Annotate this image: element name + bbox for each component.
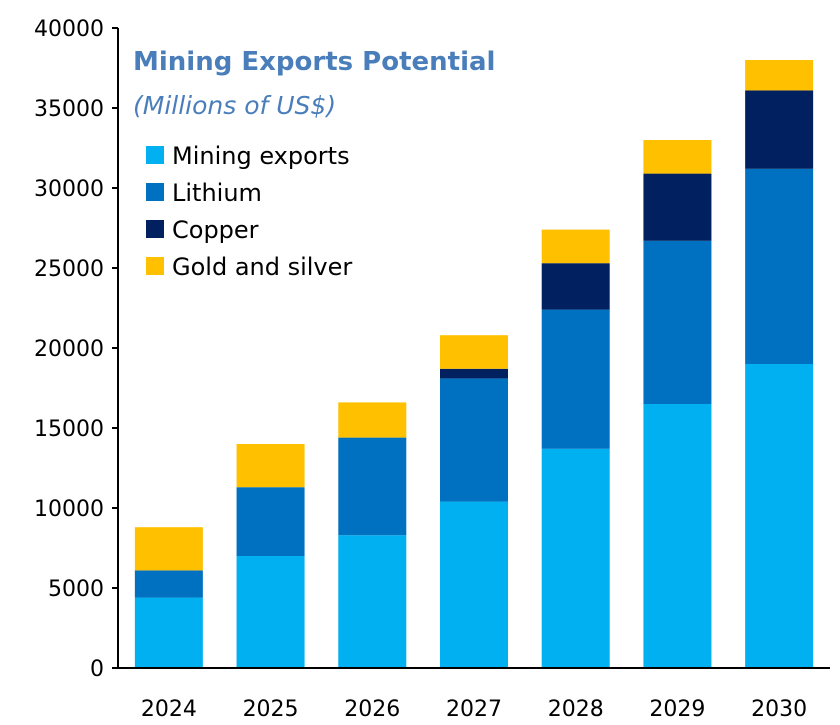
legend-swatch-mining-exports <box>146 146 164 164</box>
y-tick-label: 20000 <box>34 337 104 362</box>
y-tick-labels: 0 5000 10000 15000 20000 25000 30000 35000 40000 <box>34 17 118 682</box>
bar-2029-mining-exports <box>643 404 712 668</box>
x-tick-label: 2026 <box>344 697 400 722</box>
bar-2028-lithium <box>541 309 610 449</box>
bar-2028-gold-and-silver <box>541 229 610 264</box>
bar-2029-gold-and-silver <box>643 140 712 174</box>
y-tick-label: 30000 <box>34 177 104 202</box>
bar-2027-gold-and-silver <box>440 335 508 369</box>
legend-label-gold-and-silver: Gold and silver <box>172 253 352 281</box>
x-tick-labels: 2024 2025 2026 2027 2028 2029 2030 <box>141 697 807 722</box>
bar-2024-mining-exports <box>134 597 203 668</box>
bar-2026-mining-exports <box>338 535 407 668</box>
bars-layer <box>134 60 814 668</box>
legend-swatch-lithium <box>146 183 164 201</box>
y-tick-label: 35000 <box>34 97 104 122</box>
chart-title: Mining Exports Potential <box>133 47 495 77</box>
legend-swatch-copper <box>146 220 164 238</box>
bar-2029-lithium <box>643 240 712 404</box>
bar-2029-copper <box>643 173 712 241</box>
bar-2024-gold-and-silver <box>134 527 203 571</box>
x-tick-label: 2025 <box>243 697 299 722</box>
bar-2025-lithium <box>236 487 305 556</box>
legend-label-mining-exports: Mining exports <box>172 142 350 170</box>
x-tick-label: 2024 <box>141 697 197 722</box>
bar-2028-copper <box>541 263 610 310</box>
bar-2028-mining-exports <box>541 448 610 668</box>
legend-label-copper: Copper <box>172 216 259 244</box>
bar-2030-gold-and-silver <box>745 60 814 91</box>
bar-2030-mining-exports <box>745 364 814 668</box>
y-tick-label: 25000 <box>34 257 104 282</box>
x-tick-label: 2030 <box>751 697 807 722</box>
bar-2030-lithium <box>745 168 814 364</box>
y-tick-label: 40000 <box>34 17 104 42</box>
bar-2027-mining-exports <box>440 501 508 668</box>
bar-2026-gold-and-silver <box>338 402 407 438</box>
legend-swatch-gold-and-silver <box>146 257 164 275</box>
x-tick-label: 2029 <box>649 697 705 722</box>
bar-2025-gold-and-silver <box>236 444 305 488</box>
bar-2030-copper <box>745 90 814 169</box>
chart-subtitle: (Millions of US$) <box>133 91 336 120</box>
legend: Mining exports Lithium Copper Gold and silv… <box>146 142 352 281</box>
bar-2026-lithium <box>338 437 407 536</box>
y-tick-label: 15000 <box>34 417 104 442</box>
bar-2025-mining-exports <box>236 556 305 668</box>
y-tick-label: 0 <box>90 657 104 682</box>
bar-2027-copper <box>440 368 508 379</box>
legend-label-lithium: Lithium <box>172 179 262 207</box>
x-tick-label: 2028 <box>548 697 604 722</box>
bar-2027-lithium <box>440 378 508 502</box>
y-tick-label: 10000 <box>34 497 104 522</box>
bar-2024-lithium <box>134 570 203 598</box>
x-tick-label: 2027 <box>446 697 502 722</box>
y-tick-label: 5000 <box>48 577 104 602</box>
